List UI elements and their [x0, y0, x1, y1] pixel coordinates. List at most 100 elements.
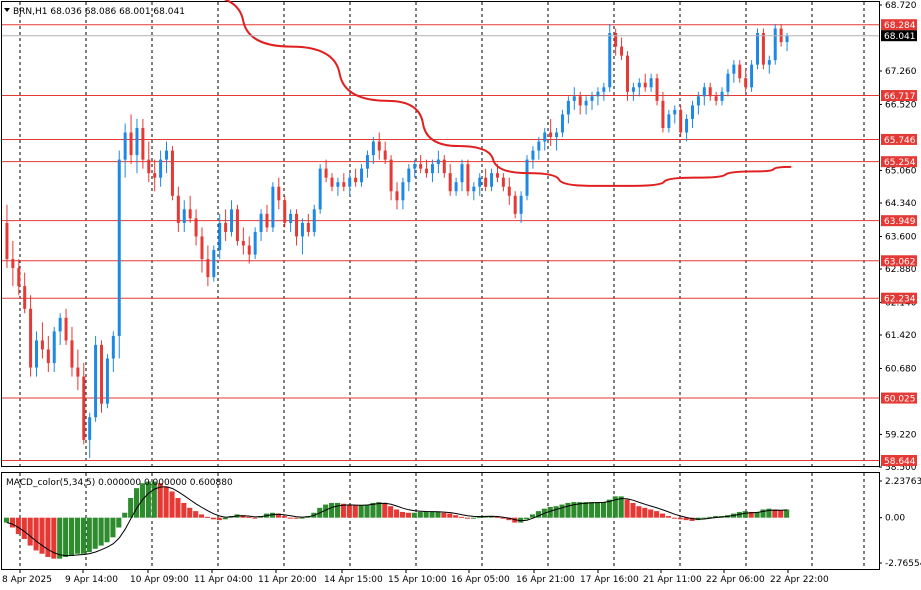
candle-body [5, 222, 9, 260]
macd-bar [21, 517, 27, 539]
candle-body [679, 109, 683, 133]
candle-body [466, 164, 470, 192]
candle-body [176, 195, 180, 223]
candle-body [596, 91, 600, 97]
vertical-grid [19, 2, 865, 569]
time-label: 16 Apr 05:00 [451, 575, 510, 585]
macd-bar [506, 517, 512, 521]
chevron-down-icon[interactable] [4, 8, 10, 12]
candle-body [655, 78, 659, 101]
macd-bar [187, 507, 193, 518]
macd-bar [565, 502, 571, 518]
macd-bar [98, 517, 104, 546]
macd-bar [399, 511, 406, 518]
candle-body [265, 213, 269, 228]
candle-body [35, 340, 39, 368]
macd-bar [778, 510, 784, 518]
candle-body [602, 87, 606, 92]
macd-bar [606, 499, 612, 518]
candle-body [147, 159, 151, 174]
candle-body [241, 240, 245, 246]
candle-body [696, 96, 700, 106]
level-marker [881, 133, 917, 145]
macd-bar [269, 512, 276, 518]
macd-bar [134, 488, 140, 518]
candle-body [224, 222, 228, 232]
candle-body [708, 87, 712, 97]
macd-bar [772, 509, 778, 518]
macd-bar [175, 498, 181, 518]
time-label: 22 Apr 22:00 [770, 575, 829, 585]
macd-bar [411, 512, 417, 518]
price-label: 58.500 [885, 463, 917, 473]
price-label: 68.720 [885, 1, 917, 11]
candle-body [472, 186, 476, 192]
macd-bar [240, 515, 246, 518]
candle-body [744, 78, 748, 88]
candle-body [324, 168, 328, 178]
level-label: 65.746 [884, 136, 916, 146]
candle-body [235, 209, 239, 241]
macd-bar [281, 516, 287, 518]
candle-body [478, 177, 482, 187]
level-marker [881, 215, 917, 227]
candle-body [52, 331, 56, 364]
macd-bar [122, 512, 128, 518]
candle-body [702, 87, 706, 97]
candle-body [555, 132, 559, 137]
candle-body [64, 317, 68, 341]
macd-bar [435, 511, 441, 518]
candle-body [377, 141, 381, 151]
moving-average-line [223, 0, 792, 187]
candle-body [46, 349, 50, 364]
macd-bar [636, 506, 642, 518]
macd-bar [405, 512, 411, 518]
candle-body [584, 100, 588, 106]
candle-body [454, 182, 458, 192]
macd-bar [630, 502, 636, 518]
level-labels: 68.284 66.717 65.746 65.254 63.949 63.062 62.2… [881, 19, 917, 467]
macd-bar [701, 517, 707, 519]
candle-body [631, 87, 635, 92]
level-marker [881, 90, 917, 102]
candle-body [419, 164, 423, 169]
macd-bar [346, 504, 352, 518]
candle-body [212, 250, 216, 278]
macd-bar [559, 504, 565, 518]
macd-bar [287, 517, 293, 519]
price-label: 61.420 [885, 331, 917, 341]
candle-body [230, 209, 234, 232]
candle-body [773, 28, 777, 61]
candle-body [100, 344, 104, 404]
macd-bar [364, 504, 370, 518]
macd-bar [151, 481, 157, 518]
candle-body [342, 182, 346, 187]
macd-label: MACD_color(5,34,5) 0.000000 0.000000 0.6… [6, 478, 233, 488]
macd-bar [4, 517, 10, 523]
macd-bar [370, 502, 376, 518]
time-label: 14 Apr 15:00 [324, 575, 383, 585]
macd-bar [39, 517, 45, 554]
macd-bar [441, 512, 447, 518]
macd-bar [323, 504, 329, 518]
candle-body [690, 105, 694, 119]
candle-body [673, 109, 677, 115]
candle-body [507, 186, 511, 196]
macd-bar [163, 486, 169, 518]
macd-bar [713, 516, 719, 518]
macd-bar [388, 506, 394, 518]
candle-body [525, 159, 529, 196]
macd-bar [394, 509, 400, 518]
macd-bar [589, 502, 595, 518]
time-label: 21 Apr 11:00 [643, 575, 702, 585]
candle-body [430, 164, 434, 174]
level-marker [881, 454, 917, 466]
macd-bar [252, 517, 258, 519]
candle-body [253, 231, 257, 255]
candle-body [11, 259, 15, 269]
level-marker [881, 392, 917, 404]
candle-body [289, 213, 293, 223]
time-axis: 8 Apr 2025 9 Apr 14:00 10 Apr 09:00 11 Apr … [2, 569, 829, 585]
candle-body [495, 173, 499, 178]
